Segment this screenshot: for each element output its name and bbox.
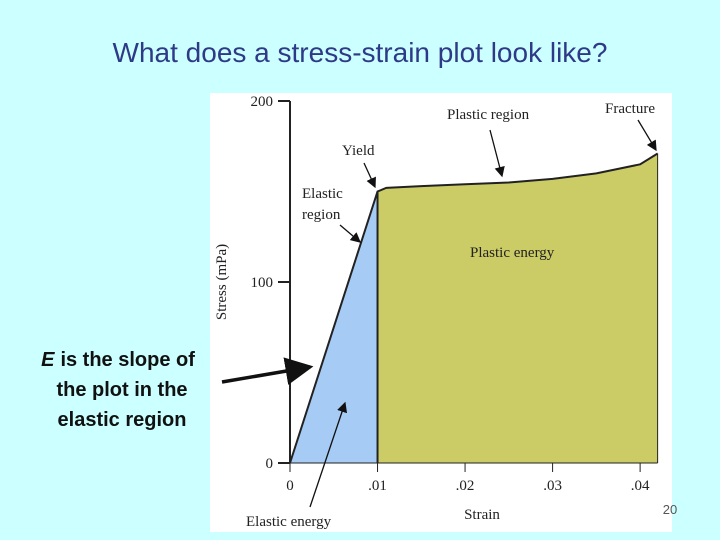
annotation: Elastic (302, 186, 343, 202)
side-note-line: elastic region (58, 409, 187, 431)
page-number: 20 (663, 502, 677, 517)
side-note-emphasis: E (41, 349, 55, 371)
y-tick-label: 0 (266, 456, 274, 472)
y-axis-label: Stress (mPa) (214, 244, 230, 320)
x-tick-label: .04 (631, 478, 650, 494)
side-note-line: the plot in the (56, 379, 187, 401)
annotation: Plastic region (447, 107, 530, 123)
plastic-area (377, 153, 658, 464)
annotation: Plastic energy (470, 245, 555, 261)
x-axis-label: Strain (464, 507, 500, 523)
annotation-arrow (489, 129, 505, 178)
x-tick-label: .03 (543, 478, 562, 494)
annotation-arrow (363, 162, 376, 189)
annotation-arrow (637, 119, 657, 152)
annotation: Elastic energy (246, 514, 332, 530)
side-note-line: is the slope of (60, 349, 195, 371)
annotation: region (302, 207, 341, 223)
annotation: Fracture (605, 101, 655, 117)
annotation-arrow (309, 401, 348, 508)
slide-title: What does a stress-strain plot look like… (113, 37, 608, 68)
y-tick-label: 200 (251, 94, 274, 110)
annotation: Yield (342, 143, 375, 159)
x-tick-label: .01 (368, 478, 387, 494)
annotation-arrow (339, 224, 361, 243)
y-tick-label: 100 (251, 275, 274, 291)
stress-curve (289, 152, 659, 464)
side-note-arrow (221, 357, 314, 385)
x-tick-label: 0 (286, 478, 294, 494)
x-tick-label: .02 (456, 478, 475, 494)
